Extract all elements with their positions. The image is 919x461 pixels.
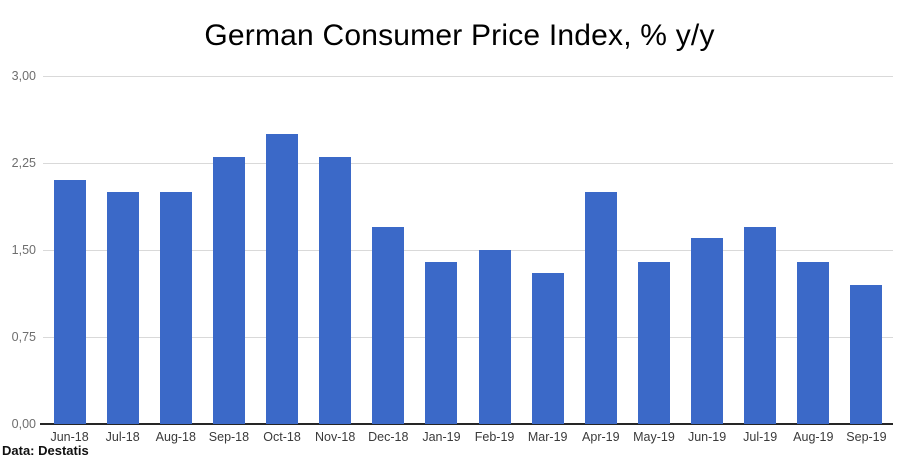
bar-Aug-18 — [159, 192, 192, 424]
bar-Feb-19 — [478, 250, 511, 424]
bar-Jul-18 — [106, 192, 139, 424]
bar-Oct-18 — [266, 134, 299, 424]
bar-Nov-18 — [319, 157, 352, 424]
gridline — [43, 163, 893, 164]
bar-Sep-18 — [212, 157, 245, 424]
chart-title: German Consumer Price Index, % y/y — [204, 19, 715, 52]
bar-Aug-19 — [797, 261, 830, 424]
bar-Sep-19 — [850, 284, 883, 424]
y-tick-label: 0,75 — [11, 330, 36, 344]
x-tick-label: Sep-18 — [208, 430, 250, 444]
x-tick-label: Sep-19 — [846, 430, 887, 444]
bar-May-19 — [637, 261, 670, 424]
bar-Mar-19 — [531, 273, 564, 424]
gridline — [43, 76, 893, 77]
x-tick-label: Jun-18 — [50, 430, 89, 444]
gridline — [43, 337, 893, 338]
x-tick-label: Dec-18 — [368, 430, 409, 444]
x-axis-line — [40, 423, 893, 425]
x-tick-label: Aug-18 — [155, 430, 196, 444]
x-tick-label: May-19 — [633, 430, 675, 444]
bar-Jun-19 — [691, 238, 724, 424]
x-tick-label: Oct-18 — [263, 430, 301, 444]
bar-Jun-18 — [53, 180, 86, 424]
gridline — [43, 250, 893, 251]
x-tick-label: Aug-19 — [793, 430, 834, 444]
bar-Jul-19 — [744, 226, 777, 424]
x-tick-label: Mar-19 — [527, 430, 568, 444]
y-tick-label: 1,50 — [11, 243, 36, 257]
bar-Jan-19 — [425, 261, 458, 424]
x-tick-label: Feb-19 — [474, 430, 515, 444]
y-tick-label: 2,25 — [11, 156, 36, 170]
bar-Dec-18 — [372, 226, 405, 424]
source-note: Data: Destatis — [2, 443, 89, 458]
x-tick-label: Apr-19 — [582, 430, 620, 444]
y-tick-label: 0,00 — [11, 417, 36, 431]
y-tick-label: 3,00 — [11, 69, 36, 83]
x-tick-label: Jan-19 — [422, 430, 461, 444]
x-tick-label: Jul-19 — [743, 430, 778, 444]
x-tick-label: Jul-18 — [105, 430, 140, 444]
x-tick-label: Jun-19 — [687, 430, 727, 444]
x-tick-label: Nov-18 — [315, 430, 356, 444]
bar-Apr-19 — [584, 192, 617, 424]
